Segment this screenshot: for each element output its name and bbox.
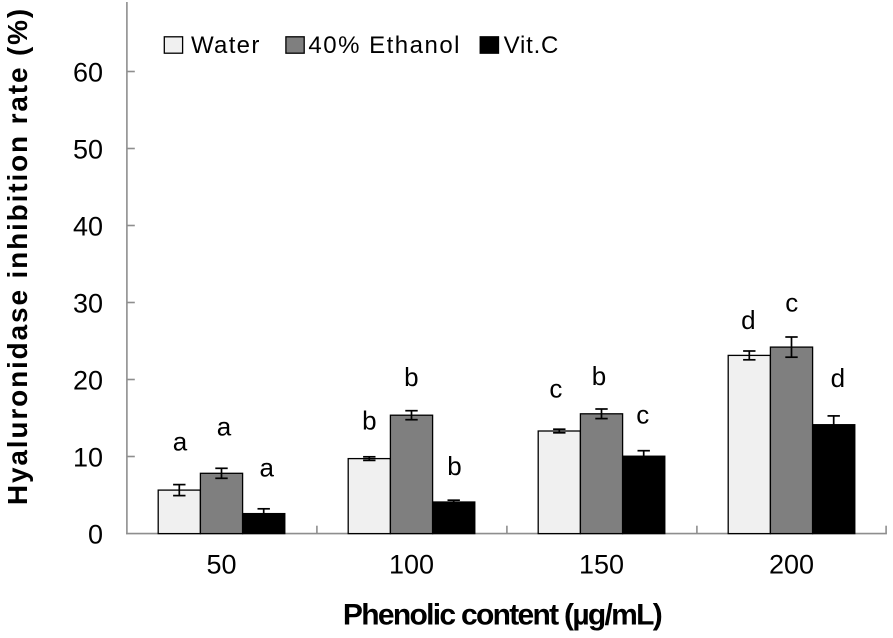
svg-text:Water: Water (191, 32, 261, 59)
svg-text:Vit.C: Vit.C (504, 32, 560, 59)
svg-text:b: b (592, 361, 606, 391)
svg-text:a: a (173, 427, 188, 457)
svg-text:a: a (217, 412, 232, 442)
svg-text:c: c (785, 288, 798, 318)
svg-text:50: 50 (206, 550, 236, 580)
svg-text:60: 60 (73, 57, 103, 87)
svg-text:Phenolic content (µg/mL): Phenolic content (µg/mL) (343, 599, 662, 632)
svg-text:d: d (831, 363, 845, 393)
svg-text:b: b (362, 406, 376, 436)
svg-text:b: b (447, 451, 461, 481)
svg-text:0: 0 (88, 519, 103, 549)
svg-text:d: d (741, 305, 755, 335)
svg-text:40: 40 (73, 211, 103, 241)
svg-text:50: 50 (73, 134, 103, 164)
svg-text:10: 10 (73, 442, 103, 472)
svg-text:a: a (259, 452, 274, 482)
svg-text:Hyaluronidase inhibition rate: Hyaluronidase inhibition rate (%) (2, 7, 33, 505)
svg-text:100: 100 (389, 550, 434, 580)
svg-text:b: b (404, 362, 418, 392)
svg-text:30: 30 (73, 288, 103, 318)
svg-text:20: 20 (73, 365, 103, 395)
svg-text:c: c (636, 399, 649, 429)
svg-text:c: c (549, 374, 562, 404)
svg-text:200: 200 (769, 550, 814, 580)
svg-text:40% Ethanol: 40% Ethanol (308, 32, 461, 59)
svg-text:150: 150 (579, 550, 624, 580)
